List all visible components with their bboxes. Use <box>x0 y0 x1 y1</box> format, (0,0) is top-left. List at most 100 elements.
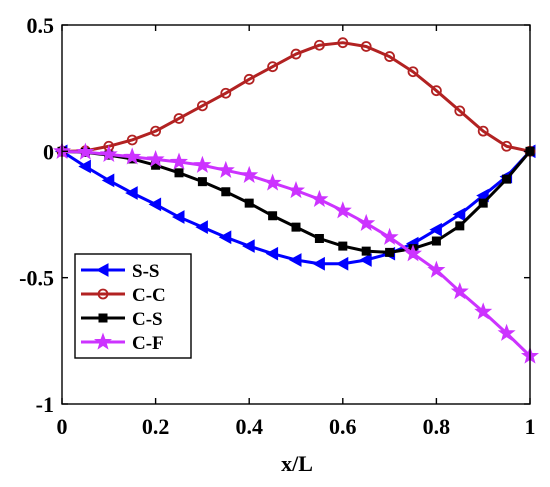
data-point <box>288 253 302 267</box>
legend: S-S C-C C-S C-F <box>74 253 192 359</box>
data-point <box>501 140 513 152</box>
data-point <box>243 73 255 85</box>
y-tick-label: -0.5 <box>19 266 54 291</box>
data-point <box>431 236 441 246</box>
data-point <box>314 234 324 244</box>
data-point <box>146 149 165 168</box>
legend-marker <box>93 332 113 350</box>
legend-marker <box>98 313 108 323</box>
series-s-s <box>54 144 536 271</box>
data-point <box>384 51 396 62</box>
data-point <box>403 244 423 262</box>
data-point <box>357 213 376 232</box>
series-line-s-s <box>61 150 532 266</box>
data-point <box>497 323 516 341</box>
data-point <box>196 100 208 112</box>
plot-area <box>52 37 540 364</box>
x-tick-label: 0 <box>57 414 68 439</box>
legend-label: S-S <box>132 261 159 282</box>
data-point <box>359 253 372 267</box>
data-point <box>263 173 282 191</box>
legend-label: C-S <box>132 309 163 330</box>
data-point <box>267 61 279 73</box>
data-point <box>240 165 259 183</box>
legend-marker <box>97 288 109 300</box>
data-point <box>125 186 138 200</box>
data-point <box>150 125 162 137</box>
data-point <box>455 221 465 231</box>
x-tick-label: 1 <box>525 414 536 439</box>
data-point <box>78 159 91 174</box>
series-c-s <box>57 146 535 257</box>
axes: 0 0.2 0.4 0.6 0.8 1 -1 -0.5 0 0.5 <box>19 13 535 439</box>
series-line-c-c <box>61 41 531 153</box>
x-axis-label: x/L <box>281 451 313 476</box>
legend-item-s-s: S-S <box>81 261 159 282</box>
data-point <box>290 48 302 60</box>
data-point <box>385 247 395 257</box>
data-point <box>195 220 208 234</box>
data-point <box>126 134 138 146</box>
legend-item-c-s: C-S <box>81 309 163 330</box>
x-tick-label: 0.6 <box>329 414 357 439</box>
data-point <box>361 246 371 256</box>
data-point <box>76 142 95 160</box>
data-point <box>193 155 212 173</box>
data-point <box>220 87 232 99</box>
data-point <box>335 256 349 271</box>
data-point <box>502 174 512 184</box>
data-point <box>148 197 162 212</box>
y-tick-label: 0 <box>43 139 54 164</box>
data-point <box>286 181 306 199</box>
series-line-c-s <box>61 149 532 254</box>
data-point <box>407 66 419 78</box>
data-point <box>427 260 446 278</box>
data-point <box>452 207 466 222</box>
y-tick-label: 0.5 <box>27 13 55 38</box>
data-point <box>454 105 466 117</box>
data-point <box>169 152 189 170</box>
data-point <box>291 222 301 232</box>
x-tick-label: 0.4 <box>235 414 263 439</box>
data-point <box>430 85 442 97</box>
data-point <box>197 177 207 187</box>
data-point <box>123 147 142 165</box>
series-c-c <box>56 37 536 157</box>
data-point <box>242 239 255 253</box>
data-point <box>218 230 232 245</box>
data-point <box>478 198 488 208</box>
data-point <box>174 168 184 178</box>
data-point <box>101 173 115 188</box>
data-point <box>99 144 118 163</box>
data-point <box>380 227 399 245</box>
x-tick-label: 0.2 <box>142 414 170 439</box>
data-point <box>221 187 231 197</box>
data-point <box>244 198 254 208</box>
legend-item-c-f: C-F <box>81 332 164 354</box>
data-point <box>450 282 469 300</box>
data-point <box>337 37 349 49</box>
data-point <box>338 241 348 251</box>
legend-label: C-F <box>132 333 164 354</box>
data-point <box>429 222 442 237</box>
data-point <box>360 41 372 52</box>
data-point <box>171 210 185 224</box>
data-point <box>312 256 325 271</box>
y-tick-label: -1 <box>36 392 54 417</box>
legend-label: C-C <box>132 285 166 306</box>
legend-item-c-c: C-C <box>81 285 166 306</box>
data-point <box>216 160 235 178</box>
data-point <box>333 201 352 219</box>
data-point <box>474 302 493 320</box>
axes-box <box>61 24 531 405</box>
legend-marker <box>95 263 109 277</box>
data-point <box>310 189 329 207</box>
data-point <box>268 211 278 221</box>
data-point <box>173 113 185 124</box>
data-point <box>313 39 325 51</box>
data-point <box>476 188 489 203</box>
series-c-f <box>52 141 540 364</box>
x-tick-label: 0.8 <box>423 414 451 439</box>
data-point <box>265 246 279 261</box>
